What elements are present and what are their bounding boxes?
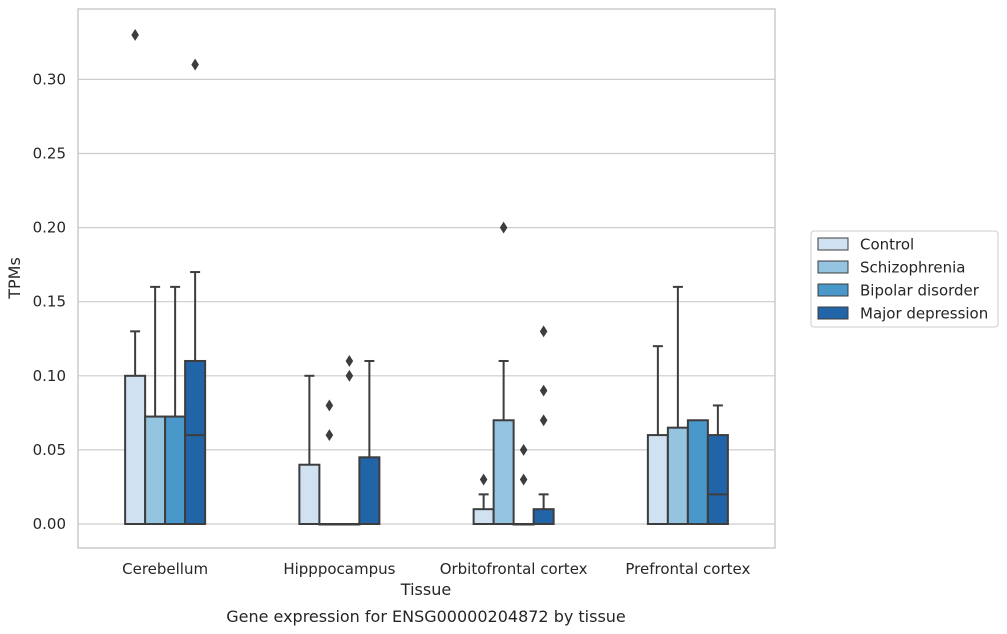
outlier-point: [325, 429, 334, 442]
x-tick-label: Orbitofrontal cortex: [440, 560, 588, 578]
box-0-0: [124, 374, 147, 525]
box-plot-marks: [124, 29, 729, 526]
outlier-point: [131, 29, 139, 41]
box-0-1: [298, 463, 321, 525]
plot-frame: [77, 8, 776, 549]
outlier-point: [539, 414, 548, 427]
legend: Control Schizophrenia Bipolar disorder Majo…: [810, 230, 999, 328]
box-3-2: [532, 508, 555, 525]
legend-swatch: [817, 306, 849, 320]
outlier-point: [191, 58, 199, 71]
y-tick-label: 0.00: [33, 515, 66, 533]
box-0-2: [472, 508, 495, 525]
legend-swatch: [817, 237, 849, 251]
y-tick-label: 0.05: [33, 441, 66, 459]
x-axis-label: Tissue: [400, 580, 451, 599]
box-1-3: [666, 426, 689, 526]
box-2-0: [164, 415, 187, 525]
outlier-point: [499, 221, 508, 234]
chart-title: Gene expression for ENSG00000204872 by t…: [226, 607, 626, 626]
outlier-point: [345, 369, 354, 382]
y-tick-label: 0.20: [33, 219, 66, 237]
y-axis-label: TPMs: [5, 257, 24, 300]
box-3-1: [358, 456, 381, 525]
x-tick-label: Prefrontal cortex: [625, 560, 750, 578]
x-tick-label: Hipppocampus: [283, 560, 395, 578]
box-1-0: [144, 415, 167, 525]
box-3-0: [184, 359, 207, 526]
outlier-point: [479, 473, 488, 486]
y-axis-ticks: 0.00 0.05 0.10 0.15 0.20 0.25 0.30: [33, 70, 66, 533]
y-tick-label: 0.10: [33, 367, 66, 385]
y-tick-label: 0.15: [33, 293, 66, 311]
outlier-point: [325, 399, 334, 412]
outlier-point: [539, 384, 548, 397]
legend-frame: [810, 230, 999, 328]
box-0-3: [646, 434, 669, 525]
outlier-point: [519, 473, 528, 486]
legend-entry: Bipolar disorder: [860, 282, 980, 300]
outlier-point: [345, 355, 354, 367]
outlier-point: [519, 443, 528, 456]
legend-entry: Schizophrenia: [860, 259, 965, 277]
legend-swatch: [817, 283, 849, 297]
y-tick-label: 0.30: [33, 70, 66, 88]
box-3-3: [706, 434, 729, 525]
x-tick-label: Cerebellum: [122, 560, 208, 578]
outlier-point: [539, 325, 548, 338]
legend-entry: Major depression: [860, 305, 988, 323]
y-tick-label: 0.25: [33, 145, 66, 163]
x-axis-ticks: Cerebellum Hipppocampus Orbitofrontal cort…: [122, 560, 750, 578]
legend-entry: Control: [860, 236, 914, 254]
box-1-2: [492, 419, 515, 526]
box-2-3: [686, 419, 709, 526]
legend-swatch: [817, 260, 849, 274]
